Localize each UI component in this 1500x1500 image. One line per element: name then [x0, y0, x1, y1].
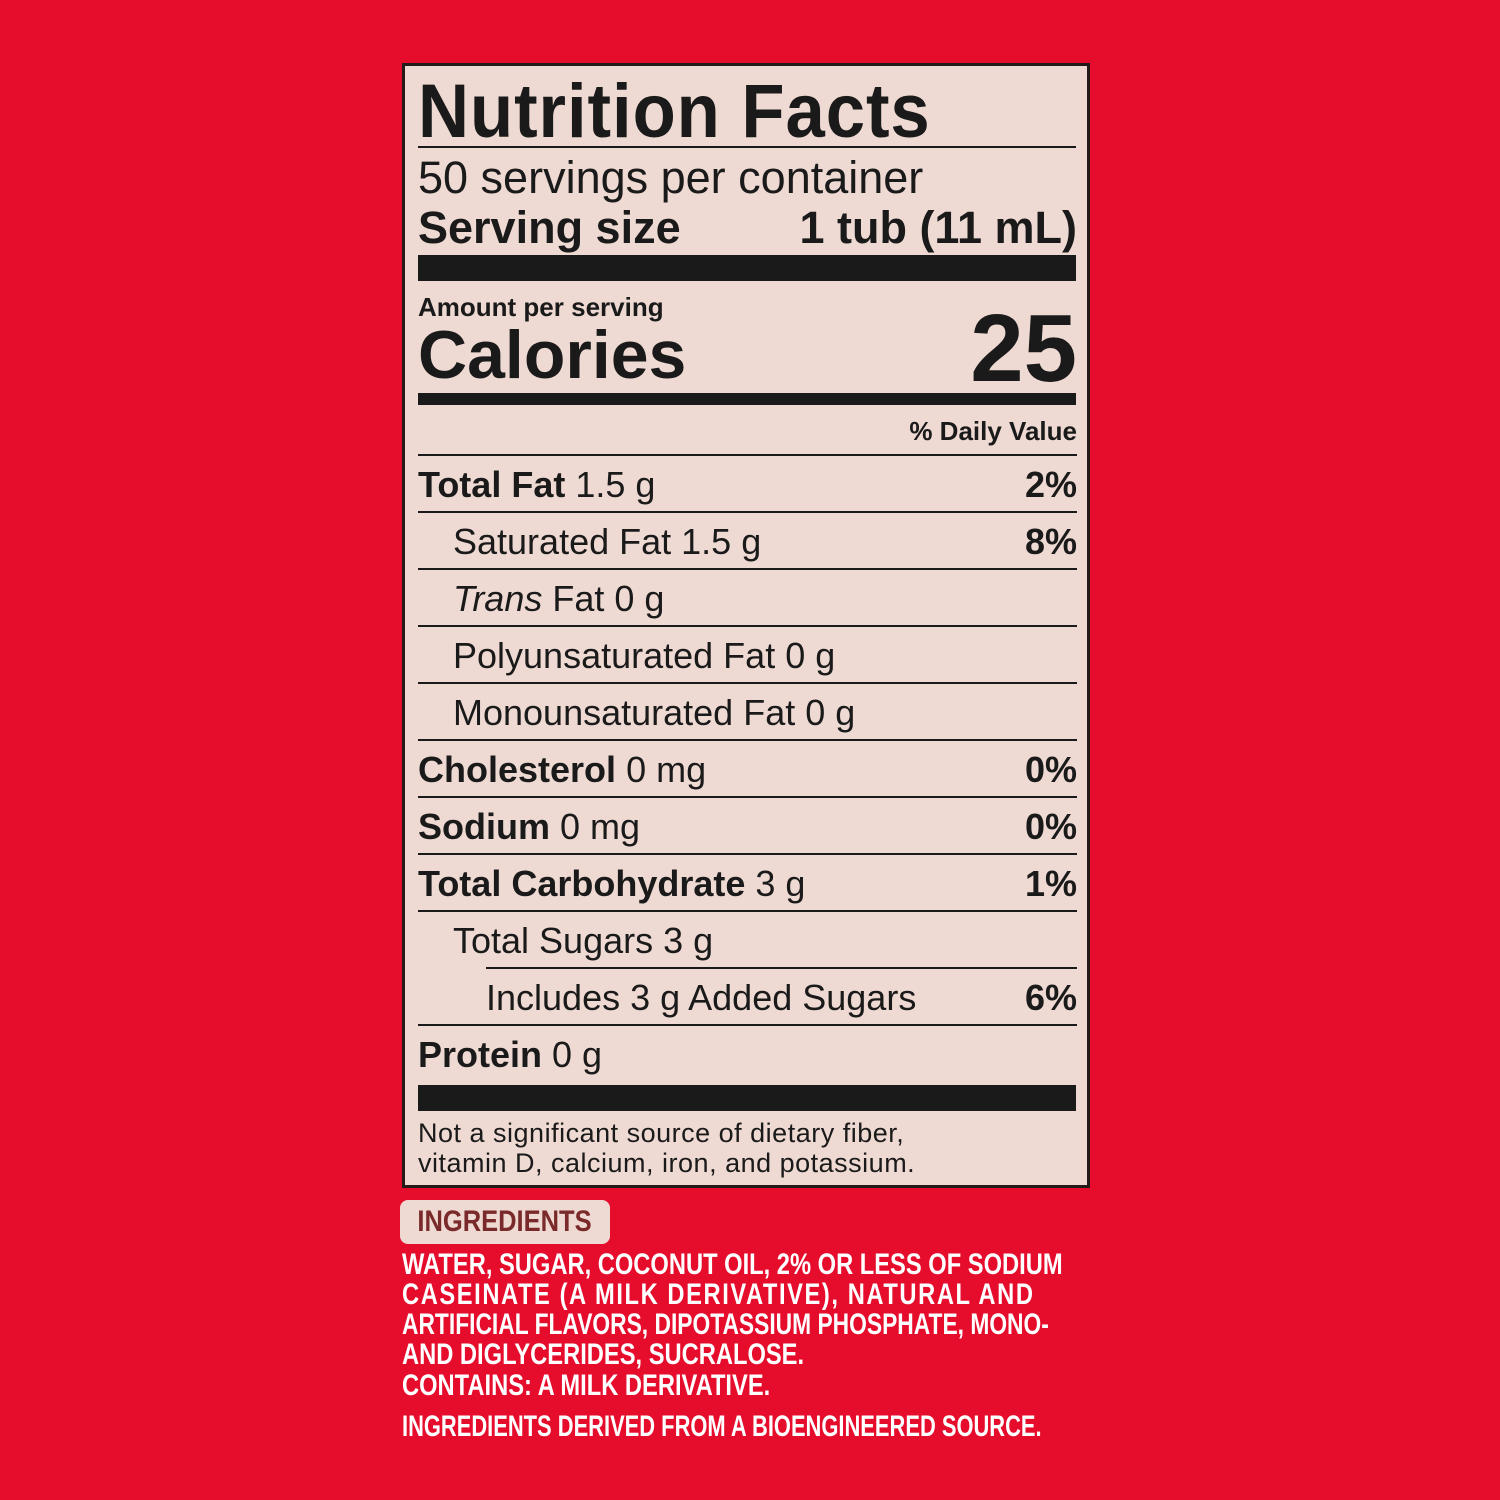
- nutrient-name: Saturated Fat: [453, 521, 672, 562]
- row-total-sugars: Total Sugars 3 g: [418, 910, 1077, 967]
- nutrient-name: Total Carbohydrate: [418, 863, 746, 904]
- nutrient-name: Cholesterol: [418, 749, 617, 790]
- nutrient-dv: 2%: [1024, 464, 1077, 505]
- nutrient-name: Monounsaturated Fat: [453, 692, 796, 733]
- nutrient-name: Sodium: [418, 806, 550, 847]
- thick-divider: [418, 1085, 1076, 1111]
- nutrient-amount: 1.5 g: [575, 464, 656, 505]
- nutrient-name: Protein: [418, 1034, 543, 1075]
- nutrient-amount: 0 g: [785, 635, 836, 676]
- nutrient-amount: 0 g: [614, 578, 665, 619]
- nutrient-name: Trans: [453, 578, 543, 619]
- nutrient-name: Includes 3 g Added Sugars: [486, 977, 917, 1018]
- divider: [418, 146, 1076, 148]
- row-sodium: Sodium 0 mg 0%: [418, 796, 1077, 853]
- row-saturated-fat: Saturated Fat 1.5 g 8%: [418, 511, 1077, 568]
- nutrient-amount: 0 mg: [560, 806, 641, 847]
- contains-statement: CONTAINS: A MILK DERIVATIVE.: [402, 1369, 771, 1402]
- daily-value-header: % Daily Value: [909, 416, 1077, 446]
- footnote-line: Not a significant source of dietary fibe…: [418, 1118, 905, 1148]
- row-total-fat: Total Fat 1.5 g 2%: [418, 454, 1077, 511]
- nutrient-name: Total Fat: [418, 464, 566, 505]
- serving-size-label: Serving size: [418, 202, 681, 253]
- row-total-carbohydrate: Total Carbohydrate 3 g 1%: [418, 853, 1077, 910]
- label-title: Nutrition Facts: [418, 69, 931, 154]
- ingredients-line: AND DIGLYCERIDES, SUCRALOSE.: [402, 1338, 805, 1371]
- medium-divider: [418, 393, 1076, 405]
- row-trans-fat: Trans Fat 0 g: [418, 568, 1077, 625]
- nutrient-amount: 1.5 g: [681, 521, 762, 562]
- bioengineered-statement: INGREDIENTS DERIVED FROM A BIOENGINEERED…: [402, 1410, 1042, 1443]
- amount-per-serving: Amount per serving: [418, 292, 664, 322]
- row-protein: Protein 0 g: [418, 1024, 1077, 1081]
- servings-per-container: 50 servings per container: [418, 152, 924, 203]
- thick-divider: [418, 255, 1076, 281]
- nutrition-facts-panel: Nutrition Facts 50 servings per containe…: [402, 63, 1090, 1188]
- nutrient-amount: 3 g: [663, 920, 714, 961]
- nutrient-dv: 6%: [1024, 977, 1077, 1018]
- nutrient-name-suffix: Fat: [552, 578, 605, 619]
- row-cholesterol: Cholesterol 0 mg 0%: [418, 739, 1077, 796]
- nutrient-dv: 0%: [1024, 806, 1077, 847]
- row-added-sugars: Includes 3 g Added Sugars 6%: [418, 967, 1077, 1024]
- serving-size-value: 1 tub (11 mL): [799, 202, 1077, 253]
- ingredients-line: WATER, SUGAR, COCONUT OIL, 2% OR LESS OF…: [402, 1248, 1063, 1281]
- nutrient-name: Total Sugars: [453, 920, 654, 961]
- nutrient-dv: 8%: [1024, 521, 1077, 562]
- footnote-line: vitamin D, calcium, iron, and potassium.: [418, 1148, 916, 1178]
- nutrient-name: Polyunsaturated Fat: [453, 635, 776, 676]
- nutrient-amount: 3 g: [755, 863, 806, 904]
- nutrient-dv: 1%: [1024, 863, 1077, 904]
- ingredients-line: ARTIFICIAL FLAVORS, DIPOTASSIUM PHOSPHAT…: [402, 1308, 1049, 1341]
- nutrient-amount: 0 g: [552, 1034, 603, 1075]
- ingredients-heading: INGREDIENTS: [400, 1200, 610, 1244]
- ingredients-heading-text: INGREDIENTS: [417, 1205, 593, 1238]
- nutrient-dv: 0%: [1024, 749, 1077, 790]
- row-polyunsaturated-fat: Polyunsaturated Fat 0 g: [418, 625, 1077, 682]
- row-monounsaturated-fat: Monounsaturated Fat 0 g: [418, 682, 1077, 739]
- footnote: Not a significant source of dietary fibe…: [418, 1118, 915, 1178]
- calories-value: 25: [970, 295, 1077, 402]
- ingredients-line: CASEINATE (A MILK DERIVATIVE), NATURAL A…: [402, 1278, 1035, 1311]
- nutrient-amount: 0 g: [805, 692, 856, 733]
- nutrient-amount: 0 mg: [626, 749, 707, 790]
- calories-label: Calories: [418, 317, 687, 393]
